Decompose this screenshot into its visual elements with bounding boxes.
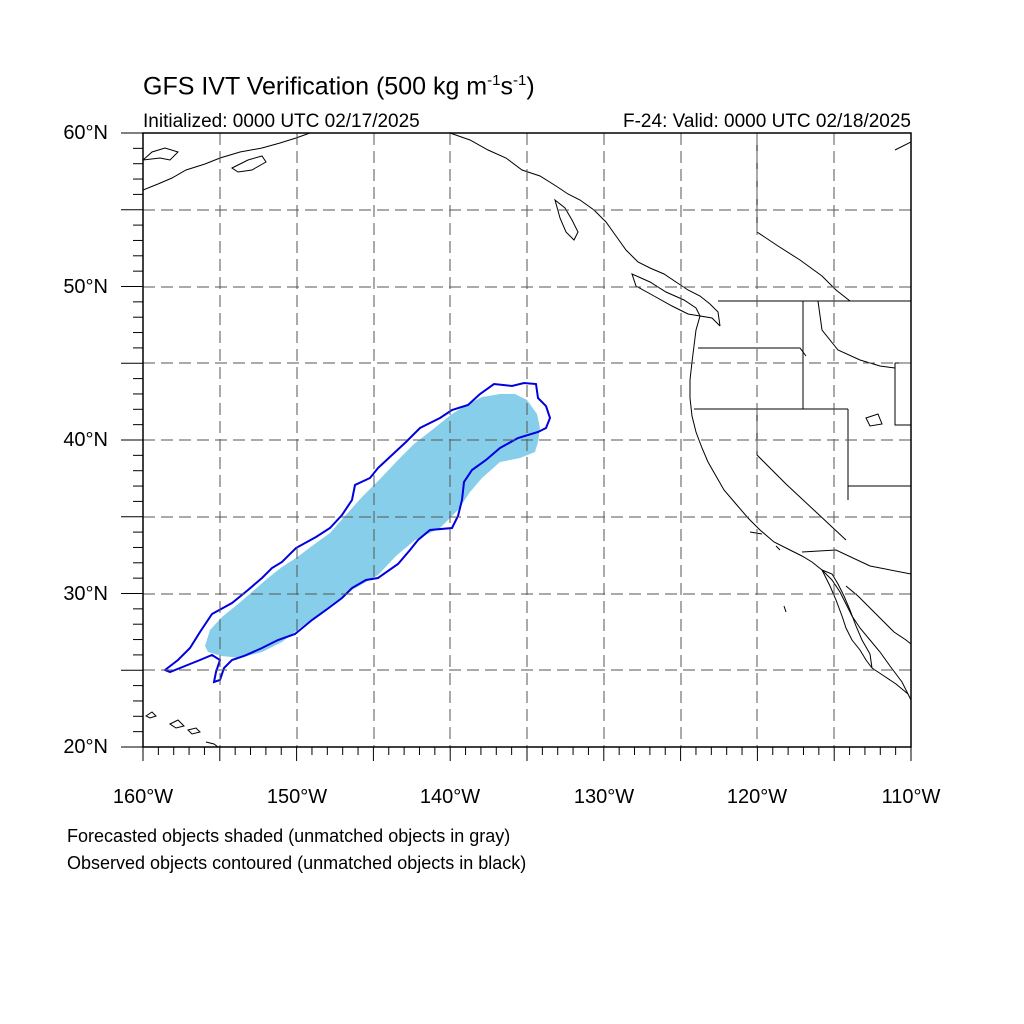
observed-object-contour: [162, 381, 552, 684]
legend-forecast-note: Forecasted objects shaded (unmatched obj…: [67, 826, 511, 846]
initialized-time: Initialized: 0000 UTC 02/17/2025: [143, 111, 420, 132]
valid-time: F-24: Valid: 0000 UTC 02/18/2025: [623, 111, 911, 132]
lon-label-150w: 150°W: [266, 786, 328, 808]
lat-label-60n: 60°N: [63, 122, 108, 144]
lon-label-110w: 110°W: [881, 786, 941, 808]
chart-title: GFS IVT Verification (500 kg m-1s-1): [143, 72, 535, 101]
legend-observed-note: Observed objects contoured (unmatched ob…: [67, 853, 527, 873]
grid-lines: [143, 133, 911, 747]
lon-label-140w: 140°W: [419, 786, 481, 808]
lat-label-30n: 30°N: [63, 583, 108, 605]
lon-label-130w: 130°W: [573, 786, 635, 808]
lon-label-120w: 120°W: [726, 786, 788, 808]
forecast-object-shaded: [205, 394, 540, 658]
lat-label-20n: 20°N: [63, 736, 108, 758]
lon-label-160w: 160°W: [112, 786, 174, 808]
axis-ticks: [121, 132, 912, 761]
lat-label-40n: 40°N: [63, 429, 108, 451]
lat-label-50n: 50°N: [63, 276, 108, 298]
